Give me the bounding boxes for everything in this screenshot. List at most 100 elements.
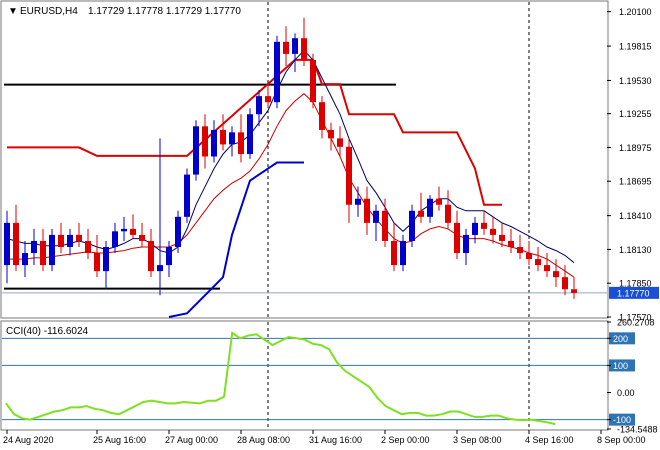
candle-body[interactable] <box>571 289 577 293</box>
time-axis-label: 2 Sep 00:00 <box>381 435 430 445</box>
moving-average-slow <box>7 93 575 278</box>
candle-body[interactable] <box>355 198 361 205</box>
candle-body[interactable] <box>103 247 109 272</box>
cci-label: CCI(40) -116.6024 <box>6 326 89 337</box>
candle-body[interactable] <box>499 234 505 241</box>
candle-body[interactable] <box>328 129 334 139</box>
ohlc-label: 1.17729 1.17778 1.17729 1.17770 <box>88 6 241 17</box>
price-axis-label: 1.19815 <box>619 42 652 52</box>
price-axis-label: 1.18975 <box>619 143 652 153</box>
candle-body[interactable] <box>193 126 199 175</box>
candle-body[interactable] <box>175 216 181 247</box>
candle-body[interactable] <box>517 247 523 254</box>
candle-body[interactable] <box>112 231 118 247</box>
candle-body[interactable] <box>472 222 478 235</box>
candle-body[interactable] <box>247 114 253 155</box>
candle-body[interactable] <box>121 228 127 232</box>
cci-axis-label: 100 <box>613 361 628 371</box>
candle-body[interactable] <box>418 210 424 217</box>
candle-body[interactable] <box>166 247 172 266</box>
price-axis-label: 1.18130 <box>619 245 652 255</box>
candle-body[interactable] <box>544 265 550 272</box>
candle-body[interactable] <box>292 38 298 54</box>
candle-body[interactable] <box>40 240 46 266</box>
candle-body[interactable] <box>373 210 379 223</box>
candle-body[interactable] <box>346 146 352 205</box>
current-price-tag <box>609 286 659 299</box>
candle-body[interactable] <box>76 234 82 241</box>
candle-body[interactable] <box>283 41 289 54</box>
candle-body[interactable] <box>463 234 469 254</box>
candle-body[interactable] <box>229 132 235 145</box>
time-axis-label: 25 Aug 16:00 <box>93 435 146 445</box>
cci-line <box>5 331 556 426</box>
cci-axis-label: 260.2708 <box>617 318 655 328</box>
candle-body[interactable] <box>274 41 280 103</box>
candle-body[interactable] <box>220 129 226 145</box>
candle-body[interactable] <box>94 253 100 272</box>
candle-body[interactable] <box>238 132 244 155</box>
candle-body[interactable] <box>148 240 154 272</box>
candle-body[interactable] <box>4 222 10 266</box>
candle-body[interactable] <box>481 222 487 229</box>
candle-body[interactable] <box>526 253 532 260</box>
candle-body[interactable] <box>553 271 559 278</box>
time-axis-label: 28 Aug 08:00 <box>237 435 290 445</box>
candle-body[interactable] <box>85 240 91 254</box>
candle-body[interactable] <box>454 222 460 254</box>
price-axis-label: 1.19255 <box>619 109 652 119</box>
candle-body[interactable] <box>256 96 262 115</box>
moving-average-fast <box>6 49 575 264</box>
price-axis-label: 1.18695 <box>619 177 652 187</box>
candle-body[interactable] <box>400 240 406 266</box>
candle-body[interactable] <box>31 240 37 254</box>
cci-level-tag <box>609 332 635 345</box>
candle-body[interactable] <box>535 259 541 266</box>
candle-body[interactable] <box>49 234 55 266</box>
candle-body[interactable] <box>391 240 397 266</box>
candle-body[interactable] <box>445 204 451 223</box>
candle-body[interactable] <box>130 228 136 235</box>
price-axis-label: 1.20100 <box>619 7 652 17</box>
candle-body[interactable] <box>364 198 370 223</box>
candle-body[interactable] <box>265 96 271 103</box>
candle-body[interactable] <box>301 38 307 60</box>
cci-axis-label: -134.5488 <box>617 425 658 435</box>
candle-body[interactable] <box>67 234 73 247</box>
price-axis-label: 1.17570 <box>619 313 652 323</box>
time-axis-label: 3 Sep 08:00 <box>453 435 502 445</box>
time-axis-label: 27 Aug 00:00 <box>165 435 218 445</box>
trailing-stop-red <box>7 58 502 206</box>
candle-body[interactable] <box>382 210 388 241</box>
candle-body[interactable] <box>409 210 415 241</box>
symbol-label: EURUSD,H4 <box>20 6 78 17</box>
cci-axis-label: 200 <box>613 334 628 344</box>
candle-body[interactable] <box>157 265 163 272</box>
trailing-stop-blue <box>168 161 304 318</box>
time-axis-label: 4 Sep 16:00 <box>525 435 574 445</box>
main-panel-frame <box>0 0 609 319</box>
time-axis-label: 31 Aug 16:00 <box>309 435 362 445</box>
candle-body[interactable] <box>508 240 514 247</box>
candle-body[interactable] <box>184 174 190 217</box>
cci-level-tag <box>609 413 635 426</box>
candle-body[interactable] <box>310 59 316 103</box>
cci-level-tag <box>609 359 635 372</box>
candle-body[interactable] <box>436 198 442 205</box>
candle-body[interactable] <box>202 126 208 157</box>
candle-body[interactable] <box>13 222 19 266</box>
candle-body[interactable] <box>58 234 64 247</box>
symbol-dropdown-icon[interactable]: ▼ <box>8 6 18 17</box>
candle-body[interactable] <box>490 228 496 235</box>
candle-body[interactable] <box>337 138 343 147</box>
candle-body[interactable] <box>139 234 145 241</box>
price-axis-label: 1.17850 <box>619 279 652 289</box>
candle-body[interactable] <box>211 129 217 157</box>
candle-body[interactable] <box>427 198 433 217</box>
time-axis-label: 8 Sep 00:00 <box>597 435 646 445</box>
candle-body[interactable] <box>22 253 28 266</box>
candle-body[interactable] <box>319 102 325 130</box>
candle-body[interactable] <box>562 277 568 290</box>
